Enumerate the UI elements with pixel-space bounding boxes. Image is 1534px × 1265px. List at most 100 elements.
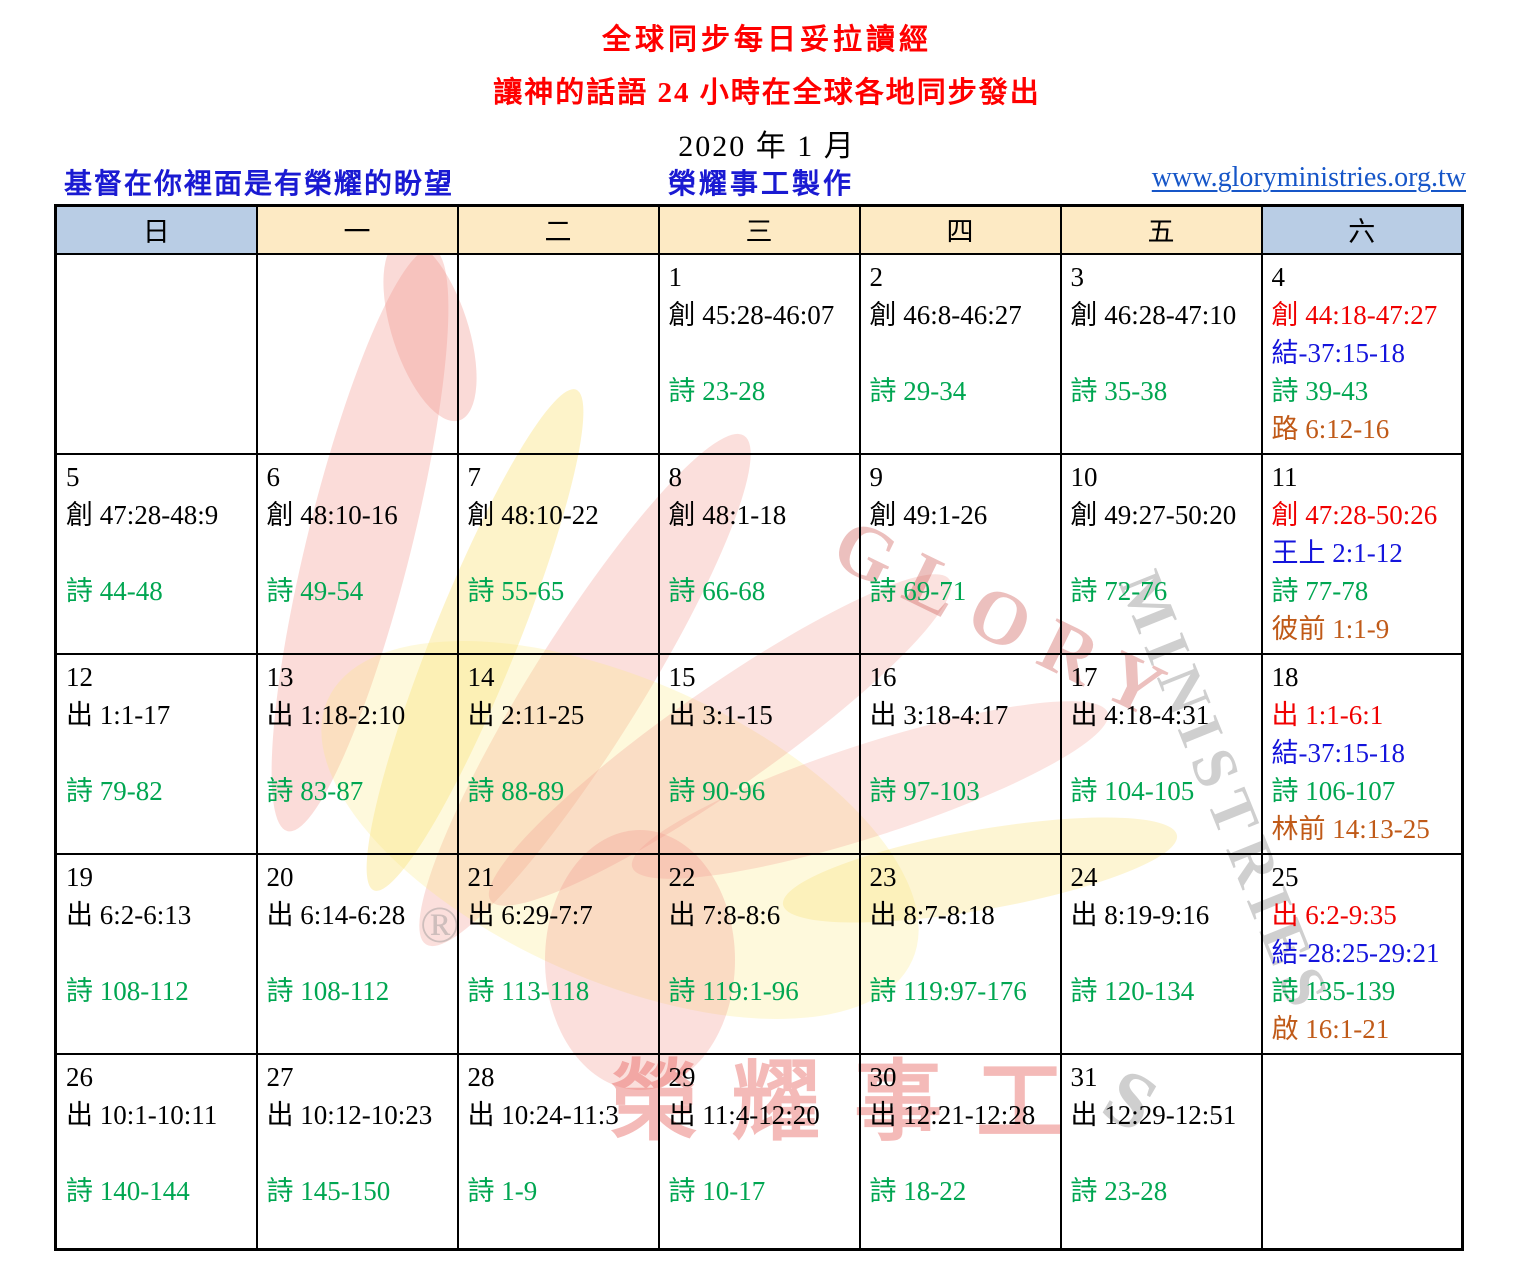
reading-orange: 啟 16:1-21	[1271, 1013, 1390, 1044]
reading-empty-slot	[468, 934, 652, 972]
reading-empty-slot	[267, 296, 451, 334]
reading-empty-slot	[66, 1210, 250, 1248]
reading-black: 出 7:8-8:6	[668, 899, 781, 930]
day-number: 31	[1070, 1061, 1098, 1092]
reading-green: 詩 23-28	[668, 375, 766, 406]
day-number: 5	[66, 461, 80, 492]
reading-green: 詩 108-112	[66, 975, 189, 1006]
reading-empty-slot	[1272, 1096, 1456, 1134]
reading-empty-slot	[66, 372, 250, 410]
reading-empty-slot	[468, 1210, 652, 1248]
reading-empty-slot	[66, 934, 250, 972]
calendar-cell-day-27: 27 出 10:12-10:23 詩 145-150	[255, 1052, 459, 1250]
reading-empty-slot	[669, 1134, 853, 1172]
calendar-cell-day-29: 29 出 11:4-12:20 詩 10-17	[657, 1052, 861, 1250]
day-number: 26	[66, 1061, 93, 1092]
reading-green: 詩 104-105	[1070, 775, 1195, 806]
reading-empty-slot	[66, 410, 250, 448]
reading-empty-slot	[66, 610, 250, 648]
calendar-cell-day-7: 7 創 48:10-22 詩 55-65	[456, 452, 660, 655]
reading-black: 出 6:29-7:7	[467, 899, 593, 930]
calendar-cell-day-22: 22 出 7:8-8:6 詩 119:1-96	[657, 852, 861, 1055]
reading-empty-slot	[468, 372, 652, 410]
reading-empty-slot	[267, 810, 451, 848]
day-number: 15	[668, 661, 696, 692]
calendar-cell-day-25: 25 出 6:2-9:35 結-28:25-29:21 詩 135-139 啟 16:1…	[1260, 852, 1464, 1055]
reading-empty-slot	[267, 372, 451, 410]
reading-empty-slot	[1071, 1210, 1255, 1248]
reading-green: 詩 69-71	[869, 575, 967, 606]
page-title: 全球同步每日妥拉讀經	[601, 24, 932, 56]
day-number: 4	[1271, 261, 1286, 292]
reading-black: 出 12:29-12:51	[1070, 1099, 1237, 1130]
calendar-cell-day-18: 18 出 1:1-6:1 結-37:15-18 詩 106-107 林前 14:13-2…	[1260, 652, 1464, 855]
reading-black: 出 8:19-9:16	[1070, 899, 1210, 930]
day-number: 18	[1271, 661, 1299, 692]
reading-empty-slot	[870, 610, 1054, 648]
reading-empty-slot	[1071, 934, 1255, 972]
reading-green: 詩 145-150	[266, 1175, 391, 1206]
reading-empty-slot	[669, 734, 853, 772]
day-number	[1272, 1058, 1456, 1096]
day-number: 12	[66, 661, 93, 692]
reading-empty-slot	[870, 1210, 1054, 1248]
day-number	[468, 258, 652, 296]
reading-empty-slot	[1071, 334, 1255, 372]
reading-black: 創 45:28-46:07	[668, 299, 835, 330]
reading-black: 出 10:1-10:11	[66, 1099, 218, 1130]
calendar-cell-day-31: 31 出 12:29-12:51 詩 23-28	[1059, 1052, 1263, 1250]
reading-green: 詩 23-28	[1070, 1175, 1168, 1206]
reading-empty-slot	[1071, 734, 1255, 772]
reading-empty-slot	[468, 1134, 652, 1172]
reading-empty-slot	[468, 296, 652, 334]
reading-blue: 結-28:25-29:21	[1271, 937, 1440, 968]
weekday-header-row: 日一二三四五六	[54, 204, 1464, 255]
reading-empty-slot	[267, 610, 451, 648]
reading-red: 出 1:1-6:1	[1271, 699, 1384, 730]
calendar-cell-day-26: 26 出 10:1-10:11 詩 140-144	[54, 1052, 258, 1250]
weekday-header-1: 一	[255, 204, 459, 255]
reading-empty-slot	[66, 296, 250, 334]
reading-green: 詩 120-134	[1070, 975, 1195, 1006]
calendar-table: 日一二三四五六 1 創 45:28-46:07 詩 23-28 2 創 46:8-46:…	[54, 204, 1464, 1251]
slogan-row: 基督在你裡面是有榮耀的盼望 榮耀事工製作 www.gloryministries…	[0, 162, 1534, 202]
reading-empty-slot	[669, 334, 853, 372]
reading-empty-slot	[870, 734, 1054, 772]
reading-black: 出 2:11-25	[467, 699, 585, 730]
reading-green: 詩 55-65	[467, 575, 565, 606]
reading-empty-slot	[66, 734, 250, 772]
reading-empty-slot	[468, 410, 652, 448]
weekday-header-2: 二	[456, 204, 660, 255]
calendar-cell-day-13: 13 出 1:18-2:10 詩 83-87	[255, 652, 459, 855]
weekday-header-4: 四	[858, 204, 1062, 255]
reading-empty-slot	[1071, 610, 1255, 648]
day-number: 21	[467, 861, 495, 892]
reading-orange: 路 6:12-16	[1271, 413, 1390, 444]
reading-red: 出 6:2-9:35	[1271, 899, 1397, 930]
day-number: 1	[668, 261, 683, 292]
reading-empty-slot	[1071, 410, 1255, 448]
reading-empty-slot	[669, 534, 853, 572]
slogan-left: 基督在你裡面是有榮耀的盼望	[64, 169, 455, 200]
calendar-cell-day-4: 4 創 44:18-47:27 結-37:15-18 詩 39-43 路 6:12-16	[1260, 252, 1464, 455]
reading-blue: 王上 2:1-12	[1271, 537, 1403, 568]
reading-empty-slot	[870, 534, 1054, 572]
calendar-week-row: 19 出 6:2-6:13 詩 108-112 20 出 6:14-6:28 詩 108-…	[54, 852, 1464, 1055]
reading-empty-slot	[669, 934, 853, 972]
calendar-cell-day-21: 21 出 6:29-7:7 詩 113-118	[456, 852, 660, 1055]
reading-empty-slot	[66, 810, 250, 848]
reading-empty-slot	[468, 610, 652, 648]
calendar-week-row: 1 創 45:28-46:07 詩 23-28 2 創 46:8-46:27 詩 29-3…	[54, 252, 1464, 455]
reading-green: 詩 119:1-96	[668, 975, 799, 1006]
day-number: 24	[1070, 861, 1098, 892]
reading-blue: 結-37:15-18	[1271, 737, 1405, 768]
reading-black: 創 48:1-18	[668, 499, 787, 530]
reading-black: 創 48:10-16	[266, 499, 398, 530]
reading-black: 出 3:18-4:17	[869, 699, 1009, 730]
calendar-cell-day-11: 11 創 47:28-50:26 王上 2:1-12 詩 77-78 彼前 1:1-9	[1260, 452, 1464, 655]
reading-green: 詩 49-54	[266, 575, 364, 606]
day-number: 14	[467, 661, 495, 692]
reading-green: 詩 18-22	[869, 1175, 967, 1206]
website-link[interactable]: www.gloryministries.org.tw	[1151, 162, 1466, 193]
reading-orange: 林前 14:13-25	[1271, 813, 1430, 844]
